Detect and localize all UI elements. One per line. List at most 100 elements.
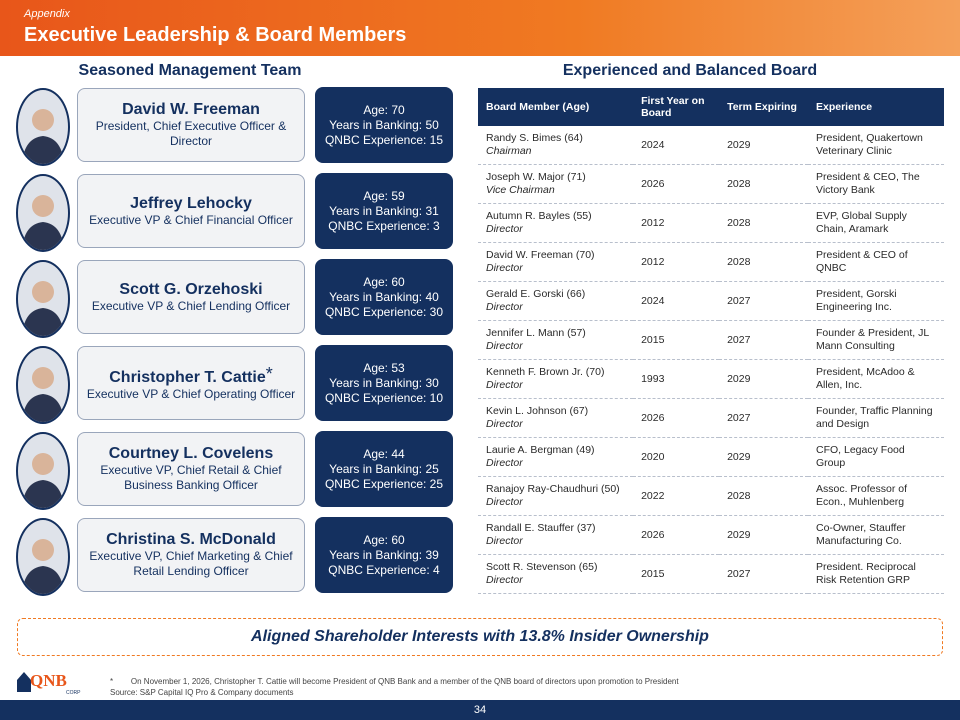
exec-name-text: Jeffrey Lehocky bbox=[130, 194, 252, 212]
term-expiring: 2028 bbox=[719, 203, 808, 243]
member-name: Autumn R. Bayles (55) bbox=[486, 210, 592, 222]
experience: President, Quakertown Veterinary Clinic bbox=[808, 126, 944, 165]
member-cell: Autumn R. Bayles (55) Director bbox=[478, 203, 634, 243]
exec-name-text: Scott G. Orzehoski bbox=[119, 280, 263, 298]
member-cell: Gerald E. Gorski (66) Director bbox=[478, 281, 634, 321]
member-name: Kevin L. Johnson (67) bbox=[486, 405, 589, 417]
exec-qnbc: QNBC Experience: 3 bbox=[328, 218, 440, 233]
board-row: Kenneth F. Brown Jr. (70) Director 1993 202… bbox=[478, 359, 944, 399]
member-cell: Scott R. Stevenson (65) Director bbox=[478, 554, 634, 594]
member-role: Director bbox=[486, 535, 523, 547]
exec-qnbc: QNBC Experience: 30 bbox=[324, 304, 444, 319]
exec-age: Age: 59 bbox=[363, 188, 405, 203]
member-name: Ranajoy Ray-Chaudhuri (50) bbox=[486, 483, 620, 495]
exec-name: Courtney L. Covelens bbox=[109, 445, 273, 463]
member-cell: Joseph W. Major (71) Vice Chairman bbox=[478, 164, 634, 204]
section-label: Appendix bbox=[24, 8, 70, 20]
exec-age: Age: 53 bbox=[363, 360, 405, 375]
photo bbox=[16, 260, 70, 338]
name-box: David W. Freeman President, Chief Executi… bbox=[77, 88, 305, 162]
first-year: 2012 bbox=[633, 242, 720, 282]
exec-name: Christina S. McDonald bbox=[106, 531, 276, 549]
experience: CFO, Legacy Food Group bbox=[808, 437, 944, 477]
first-year: 2026 bbox=[633, 164, 720, 204]
exec-qnbc: QNBC Experience: 15 bbox=[324, 132, 444, 147]
member-name: David W. Freeman (70) bbox=[486, 249, 595, 261]
portrait bbox=[22, 109, 64, 164]
first-year: 2012 bbox=[633, 203, 720, 243]
member-role: Director bbox=[486, 457, 523, 469]
portrait bbox=[22, 195, 64, 250]
photo bbox=[16, 518, 70, 596]
first-year: 2015 bbox=[633, 320, 720, 360]
board-row: Jennifer L. Mann (57) Director 2015 2027 Fou… bbox=[478, 320, 944, 360]
term-expiring: 2028 bbox=[719, 476, 808, 516]
header-bar bbox=[0, 0, 960, 56]
board-row: Randall E. Stauffer (37) Director 2026 2029… bbox=[478, 515, 944, 555]
exec-name: Scott G. Orzehoski bbox=[119, 281, 262, 299]
member-role: Director bbox=[486, 223, 523, 235]
experience: EVP, Global Supply Chain, Aramark bbox=[808, 203, 944, 243]
exec-role: President, Chief Executive Officer & Dir… bbox=[95, 119, 287, 148]
member-cell: Randy S. Bimes (64) Chairman bbox=[478, 126, 634, 165]
board-row: David W. Freeman (70) Director 2012 2028 Pre… bbox=[478, 242, 944, 282]
board-row: Kevin L. Johnson (67) Director 2026 2027 Fou… bbox=[478, 398, 944, 438]
member-role: Director bbox=[486, 301, 523, 313]
exec-banking: Years in Banking: 40 bbox=[329, 289, 439, 304]
portrait bbox=[22, 367, 64, 422]
stats-box: Age: 70 Years in Banking: 50 QNBC Experien… bbox=[315, 87, 453, 163]
experience: President & CEO of QNBC bbox=[808, 242, 944, 282]
stats-box: Age: 44 Years in Banking: 25 QNBC Experien… bbox=[315, 431, 453, 507]
exec-age: Age: 60 bbox=[363, 274, 405, 289]
exec-name-text: Christopher T. Cattie bbox=[109, 369, 266, 386]
member-cell: Randall E. Stauffer (37) Director bbox=[478, 515, 634, 555]
board-row: Autumn R. Bayles (55) Director 2012 2028 EVP… bbox=[478, 203, 944, 243]
exec-role: Executive VP & Chief Financial Officer bbox=[89, 212, 293, 227]
experience: President, McAdoo & Allen, Inc. bbox=[808, 359, 944, 399]
first-year: 2024 bbox=[633, 281, 720, 321]
column-header: First Year on Board bbox=[633, 88, 720, 126]
column-header: Term Expiring bbox=[719, 88, 808, 126]
stats-box: Age: 59 Years in Banking: 31 QNBC Experien… bbox=[315, 173, 453, 249]
board-row: Laurie A. Bergman (49) Director 2020 2029 CF… bbox=[478, 437, 944, 477]
source: Source: S&P Capital IQ Pro & Company doc… bbox=[110, 688, 294, 697]
experience: Founder, Traffic Planning and Design bbox=[808, 398, 944, 438]
portrait bbox=[22, 453, 64, 508]
column-header: Board Member (Age) bbox=[478, 88, 634, 126]
first-year: 2026 bbox=[633, 398, 720, 438]
member-cell: David W. Freeman (70) Director bbox=[478, 242, 634, 282]
exec-role: Executive VP & Chief Lending Officer bbox=[91, 298, 291, 313]
board-row: Randy S. Bimes (64) Chairman 2024 2029 Presi… bbox=[478, 126, 944, 165]
first-year: 2015 bbox=[633, 554, 720, 594]
exec-qnbc: QNBC Experience: 10 bbox=[324, 390, 444, 405]
photo bbox=[16, 432, 70, 510]
term-expiring: 2027 bbox=[719, 554, 808, 594]
exec-banking: Years in Banking: 50 bbox=[329, 117, 439, 132]
member-role: Director bbox=[486, 574, 523, 586]
member-role: Vice Chairman bbox=[486, 184, 555, 196]
exec-age: Age: 44 bbox=[363, 446, 405, 461]
first-year: 2026 bbox=[633, 515, 720, 555]
board-row: Scott R. Stevenson (65) Director 2015 2027 P… bbox=[478, 554, 944, 594]
photo bbox=[16, 346, 70, 424]
member-name: Randall E. Stauffer (37) bbox=[486, 522, 596, 534]
portrait bbox=[22, 539, 64, 594]
first-year: 1993 bbox=[633, 359, 720, 399]
term-expiring: 2027 bbox=[719, 398, 808, 438]
member-name: Kenneth F. Brown Jr. (70) bbox=[486, 366, 605, 378]
column-header: Experience bbox=[808, 88, 944, 126]
experience: Co-Owner, Stauffer Manufacturing Co. bbox=[808, 515, 944, 555]
portrait bbox=[22, 281, 64, 336]
term-expiring: 2029 bbox=[719, 126, 808, 165]
slide-title: Executive Leadership & Board Members bbox=[24, 24, 407, 46]
member-name: Scott R. Stevenson (65) bbox=[486, 561, 598, 573]
term-expiring: 2028 bbox=[719, 164, 808, 204]
member-role: Director bbox=[486, 262, 523, 274]
footer-bar: 34 bbox=[0, 700, 960, 720]
experience: Founder & President, JL Mann Consulting bbox=[808, 320, 944, 360]
photo bbox=[16, 88, 70, 166]
term-expiring: 2028 bbox=[719, 242, 808, 282]
first-year: 2022 bbox=[633, 476, 720, 516]
exec-role: Executive VP, Chief Marketing & Chief Re… bbox=[89, 549, 293, 578]
term-expiring: 2029 bbox=[719, 359, 808, 399]
